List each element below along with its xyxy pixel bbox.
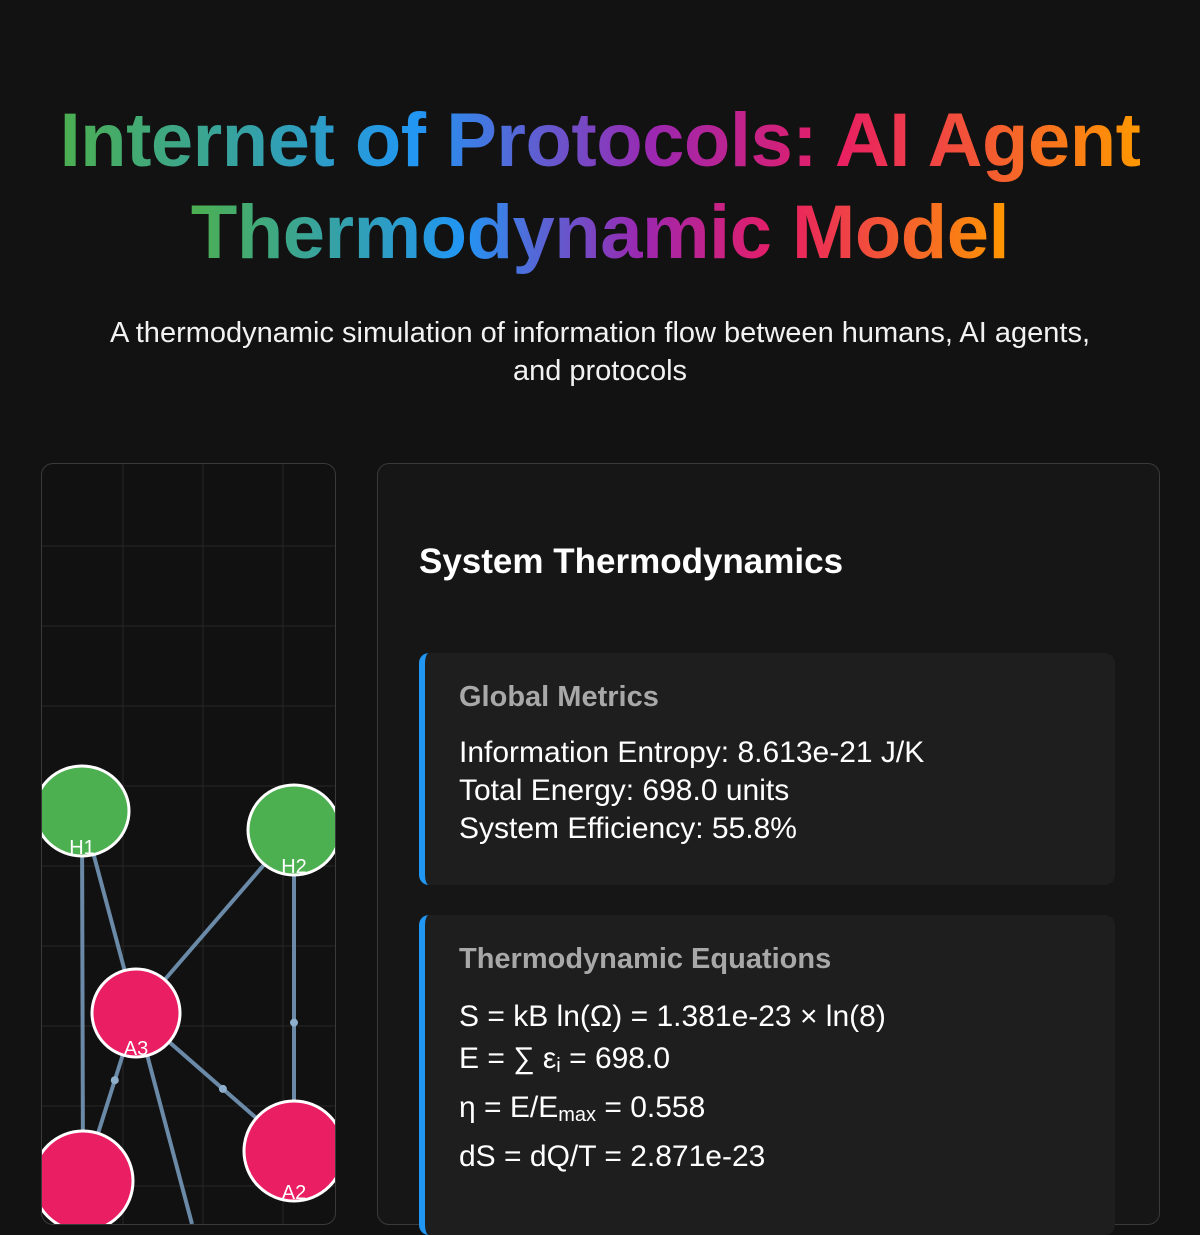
node-label: A2 [282, 1182, 306, 1204]
node-label: H1 [69, 837, 95, 859]
network-edge [80, 810, 85, 1182]
page-title: Internet of Protocols: AI Agent Thermody… [0, 95, 1200, 279]
efficiency-metric: System Efficiency: 55.8% [459, 812, 797, 845]
entropy-change-equation: dS = dQ/T = 2.871e-23 [459, 1140, 766, 1173]
energy-metric: Total Energy: 698.0 units [459, 774, 790, 807]
data-packet [110, 1076, 119, 1085]
equations-title: Thermodynamic Equations [459, 943, 832, 975]
node-h2[interactable] [246, 783, 335, 877]
page-title-line-1: Internet of Protocols: AI Agent [59, 98, 1141, 183]
node-label: H2 [281, 856, 307, 878]
global-metrics-card: Global Metrics Information Entropy: 8.61… [419, 653, 1115, 885]
subtitle-line-1: A thermodynamic simulation of informatio… [109, 317, 1091, 349]
network-graph[interactable]: H1 H2 A3 A2 [41, 463, 336, 1225]
node-label: A3 [124, 1038, 148, 1060]
entropy-metric: Information Entropy: 8.613e-21 J/K [459, 736, 925, 769]
data-packet [290, 1018, 298, 1027]
page-subtitle: A thermodynamic simulation of informatio… [40, 314, 1160, 390]
entropy-equation: S = kB ln(Ω) = 1.381e-23 × ln(8) [459, 1000, 886, 1033]
page-title-line-2: Thermodynamic Model [190, 190, 1010, 275]
energy-eq-main: E = ∑ ε [459, 1042, 557, 1075]
node-a3[interactable] [90, 967, 182, 1059]
thermodynamics-panel: System Thermodynamics Global Metrics Inf… [377, 463, 1160, 1235]
data-packet [218, 1084, 227, 1093]
eff-eq-value: = 0.558 [596, 1091, 706, 1124]
energy-equation: E = ∑ εi = 698.0 [459, 1038, 1115, 1087]
eff-eq-main: η = E/E [459, 1091, 559, 1124]
energy-eq-subscript: i [556, 1055, 561, 1077]
node-unlabeled[interactable] [42, 1129, 135, 1224]
energy-eq-value: = 698.0 [560, 1042, 671, 1075]
efficiency-equation: η = E/Emax = 0.558 [459, 1087, 1115, 1136]
node-h1[interactable] [42, 764, 131, 858]
eff-eq-subscript: max [558, 1104, 597, 1126]
network-graph-canvas[interactable]: H1 H2 A3 A2 [42, 464, 335, 1224]
equations-card: Thermodynamic Equations S = kB ln(Ω) = 1… [419, 915, 1115, 1235]
subtitle-line-2: and protocols [512, 355, 688, 387]
global-metrics-title: Global Metrics [459, 681, 659, 713]
panel-title: System Thermodynamics [419, 542, 844, 581]
